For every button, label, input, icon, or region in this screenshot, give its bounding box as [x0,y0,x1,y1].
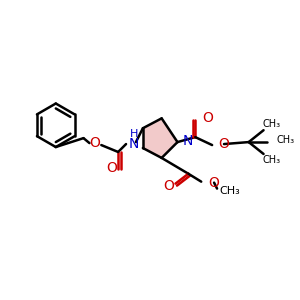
Text: N: N [182,134,193,148]
Text: CH₃: CH₃ [262,119,280,129]
Text: CH₃: CH₃ [262,155,280,165]
Text: O: O [208,176,219,190]
Text: O: O [218,137,229,151]
Text: H: H [130,129,138,139]
Text: O: O [202,111,213,125]
Text: O: O [89,136,100,150]
Text: N: N [129,137,139,151]
Text: CH₃: CH₃ [219,186,240,196]
Text: CH₃: CH₃ [276,135,295,145]
Text: O: O [106,161,117,175]
Text: O: O [163,178,174,193]
Polygon shape [143,118,178,158]
